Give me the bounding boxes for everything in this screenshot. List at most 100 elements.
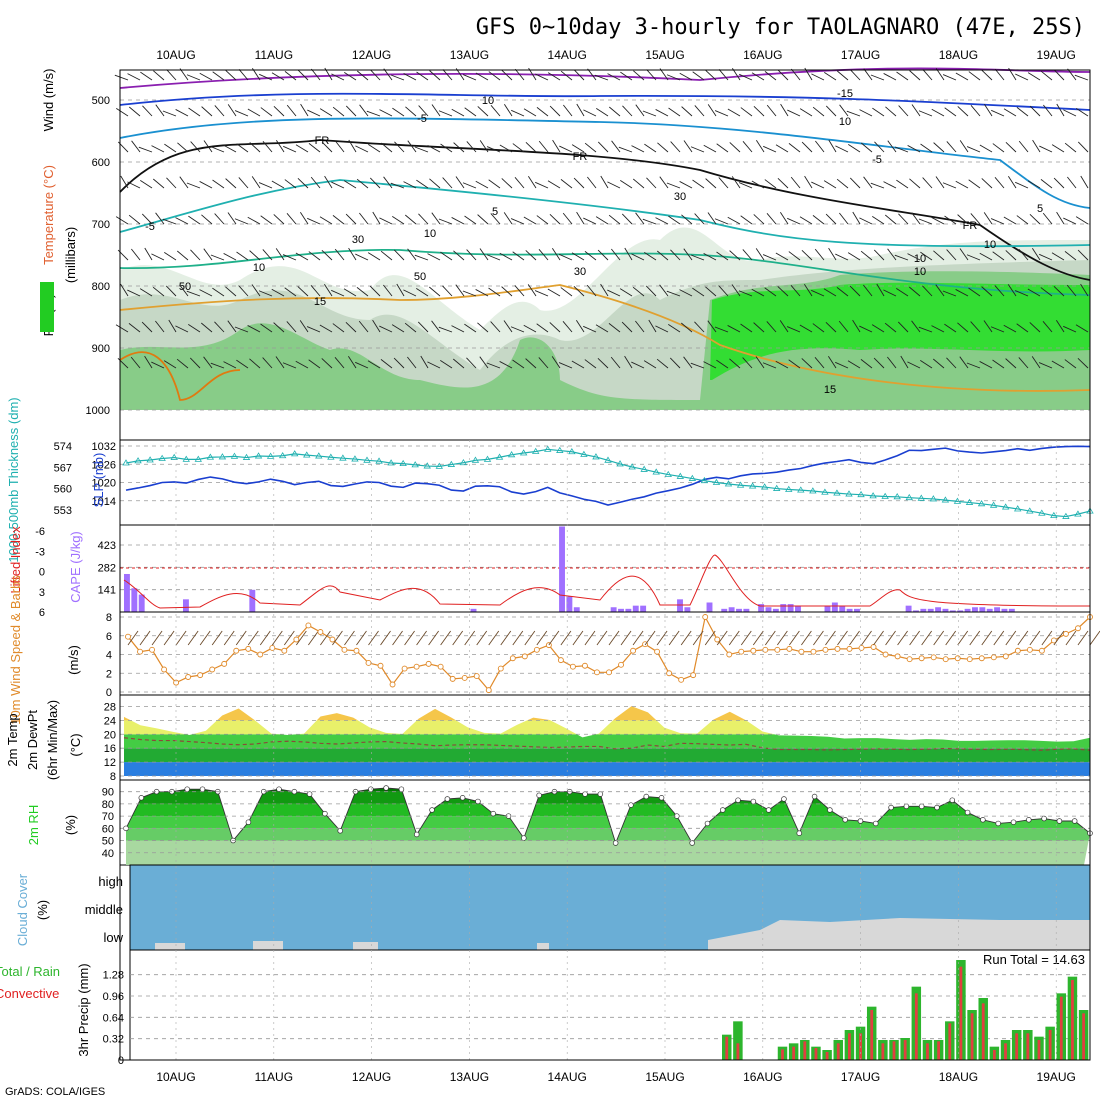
wind-barb: [358, 320, 369, 333]
wind-barb: [799, 324, 813, 333]
pressure-tick-label: 500: [92, 95, 110, 107]
wind-barb: [464, 215, 477, 225]
thickness-marker: [218, 453, 227, 460]
wind10m-tick-label: 8: [106, 612, 112, 624]
rh2m-marker: [873, 820, 879, 827]
thickness-marker: [809, 487, 817, 494]
wind10m-marker: [473, 673, 480, 680]
rh2m-marker: [123, 825, 129, 832]
wind-barb: [1080, 283, 1089, 297]
wind-barb: [392, 107, 405, 117]
slp-axis-label: SLP (mb): [91, 453, 106, 508]
wind-barb: [359, 212, 369, 225]
wind-barb: [968, 71, 981, 81]
wind-barb: [740, 107, 753, 117]
footer-credit: GrADS: COLA/IGES: [5, 1086, 105, 1098]
rh2m-tick-label: 50: [102, 836, 114, 848]
wind10m-marker: [125, 633, 131, 640]
wind-barb: [331, 73, 345, 81]
date-label-top: 18AUG: [939, 48, 978, 62]
wind-barb: [981, 69, 993, 81]
wind-barb: [848, 143, 861, 153]
wind-barb: [488, 71, 501, 81]
wind-barb: [942, 290, 957, 297]
wind-barb: [236, 143, 249, 153]
wind-barb: [1003, 108, 1017, 117]
wind-barb: [1074, 74, 1089, 81]
wind-barb: [966, 254, 981, 261]
wind-barb: [583, 325, 597, 333]
wind-barb: [275, 140, 285, 153]
rh2m-marker: [383, 785, 389, 791]
wind-barb: [608, 323, 621, 333]
contour-label: 30: [352, 234, 364, 246]
dewpoint2m-line: [123, 737, 1091, 751]
wind-barb: [379, 109, 393, 117]
wind-barb: [151, 361, 165, 369]
wind-barb: [811, 73, 825, 81]
thickness-marker: [857, 490, 865, 498]
wind10m-barb: [271, 630, 283, 646]
rh2m-marker: [765, 807, 772, 813]
wind-barb: [583, 217, 597, 225]
wind-barb: [836, 287, 849, 297]
precip-convective-bar: [836, 1043, 840, 1060]
low-cloud-fill: [353, 942, 378, 950]
wind-barb: [479, 248, 489, 261]
wind-barb: [968, 179, 981, 189]
wind-barb: [356, 287, 369, 297]
wind-barb: [887, 140, 897, 153]
wind-barb: [1027, 288, 1041, 297]
wind-barb: [966, 362, 981, 369]
wind-barb: [981, 286, 993, 297]
wind10m-barb: [524, 630, 536, 646]
wind10m-marker: [485, 687, 492, 694]
wind-barb: [1075, 216, 1089, 225]
wind10m-tick-label: 4: [106, 650, 112, 662]
wind-barb: [692, 71, 705, 81]
wind-barb: [488, 287, 501, 297]
thickness-marker: [953, 497, 962, 504]
wind-barb: [1018, 357, 1029, 369]
temp2m-tick-label: 16: [104, 743, 116, 755]
wind-barb: [620, 71, 633, 81]
wind-barb: [587, 176, 597, 189]
temp-contour-minus5: [119, 117, 1091, 209]
thickness-marker: [1074, 510, 1082, 517]
rh2m-marker: [521, 835, 527, 841]
wind-barb: [295, 144, 309, 153]
cape-bar: [935, 607, 942, 612]
wind-barb: [438, 110, 453, 117]
wind-barb: [870, 182, 885, 189]
wind10m-barb: [404, 630, 415, 646]
wind10m-barb: [993, 630, 1005, 646]
wind-barb: [162, 110, 177, 117]
contour-label: 15: [824, 384, 836, 396]
cape-bar: [721, 608, 728, 612]
wind-barb: [1056, 103, 1065, 117]
wind-barb: [642, 218, 657, 225]
wind-barb: [503, 320, 513, 333]
wind10m-axis-label: 10m Wind Speed & Barbs: [8, 575, 23, 725]
wind-barb: [260, 323, 273, 333]
wind-barb: [486, 146, 501, 153]
wind-barb: [271, 288, 285, 297]
wind-barb: [670, 141, 681, 153]
wind10m-marker: [810, 648, 817, 655]
wind-barb: [731, 176, 741, 189]
rh2m-marker: [704, 820, 711, 827]
cape-bar: [573, 607, 580, 612]
rh2m-marker: [490, 810, 496, 817]
wind-barb: [141, 321, 153, 333]
thickness-tick-label: 567: [54, 462, 72, 474]
rh2m-marker: [612, 840, 619, 846]
wind-barb: [1051, 252, 1065, 261]
rh2m-marker: [582, 791, 588, 797]
wind-barb: [643, 360, 657, 369]
thickness-marker: [206, 453, 215, 460]
wind10m-marker: [858, 644, 865, 651]
wind-barb: [186, 290, 201, 297]
wind-barb: [775, 360, 789, 369]
precip-convective-bar: [1037, 1040, 1041, 1060]
